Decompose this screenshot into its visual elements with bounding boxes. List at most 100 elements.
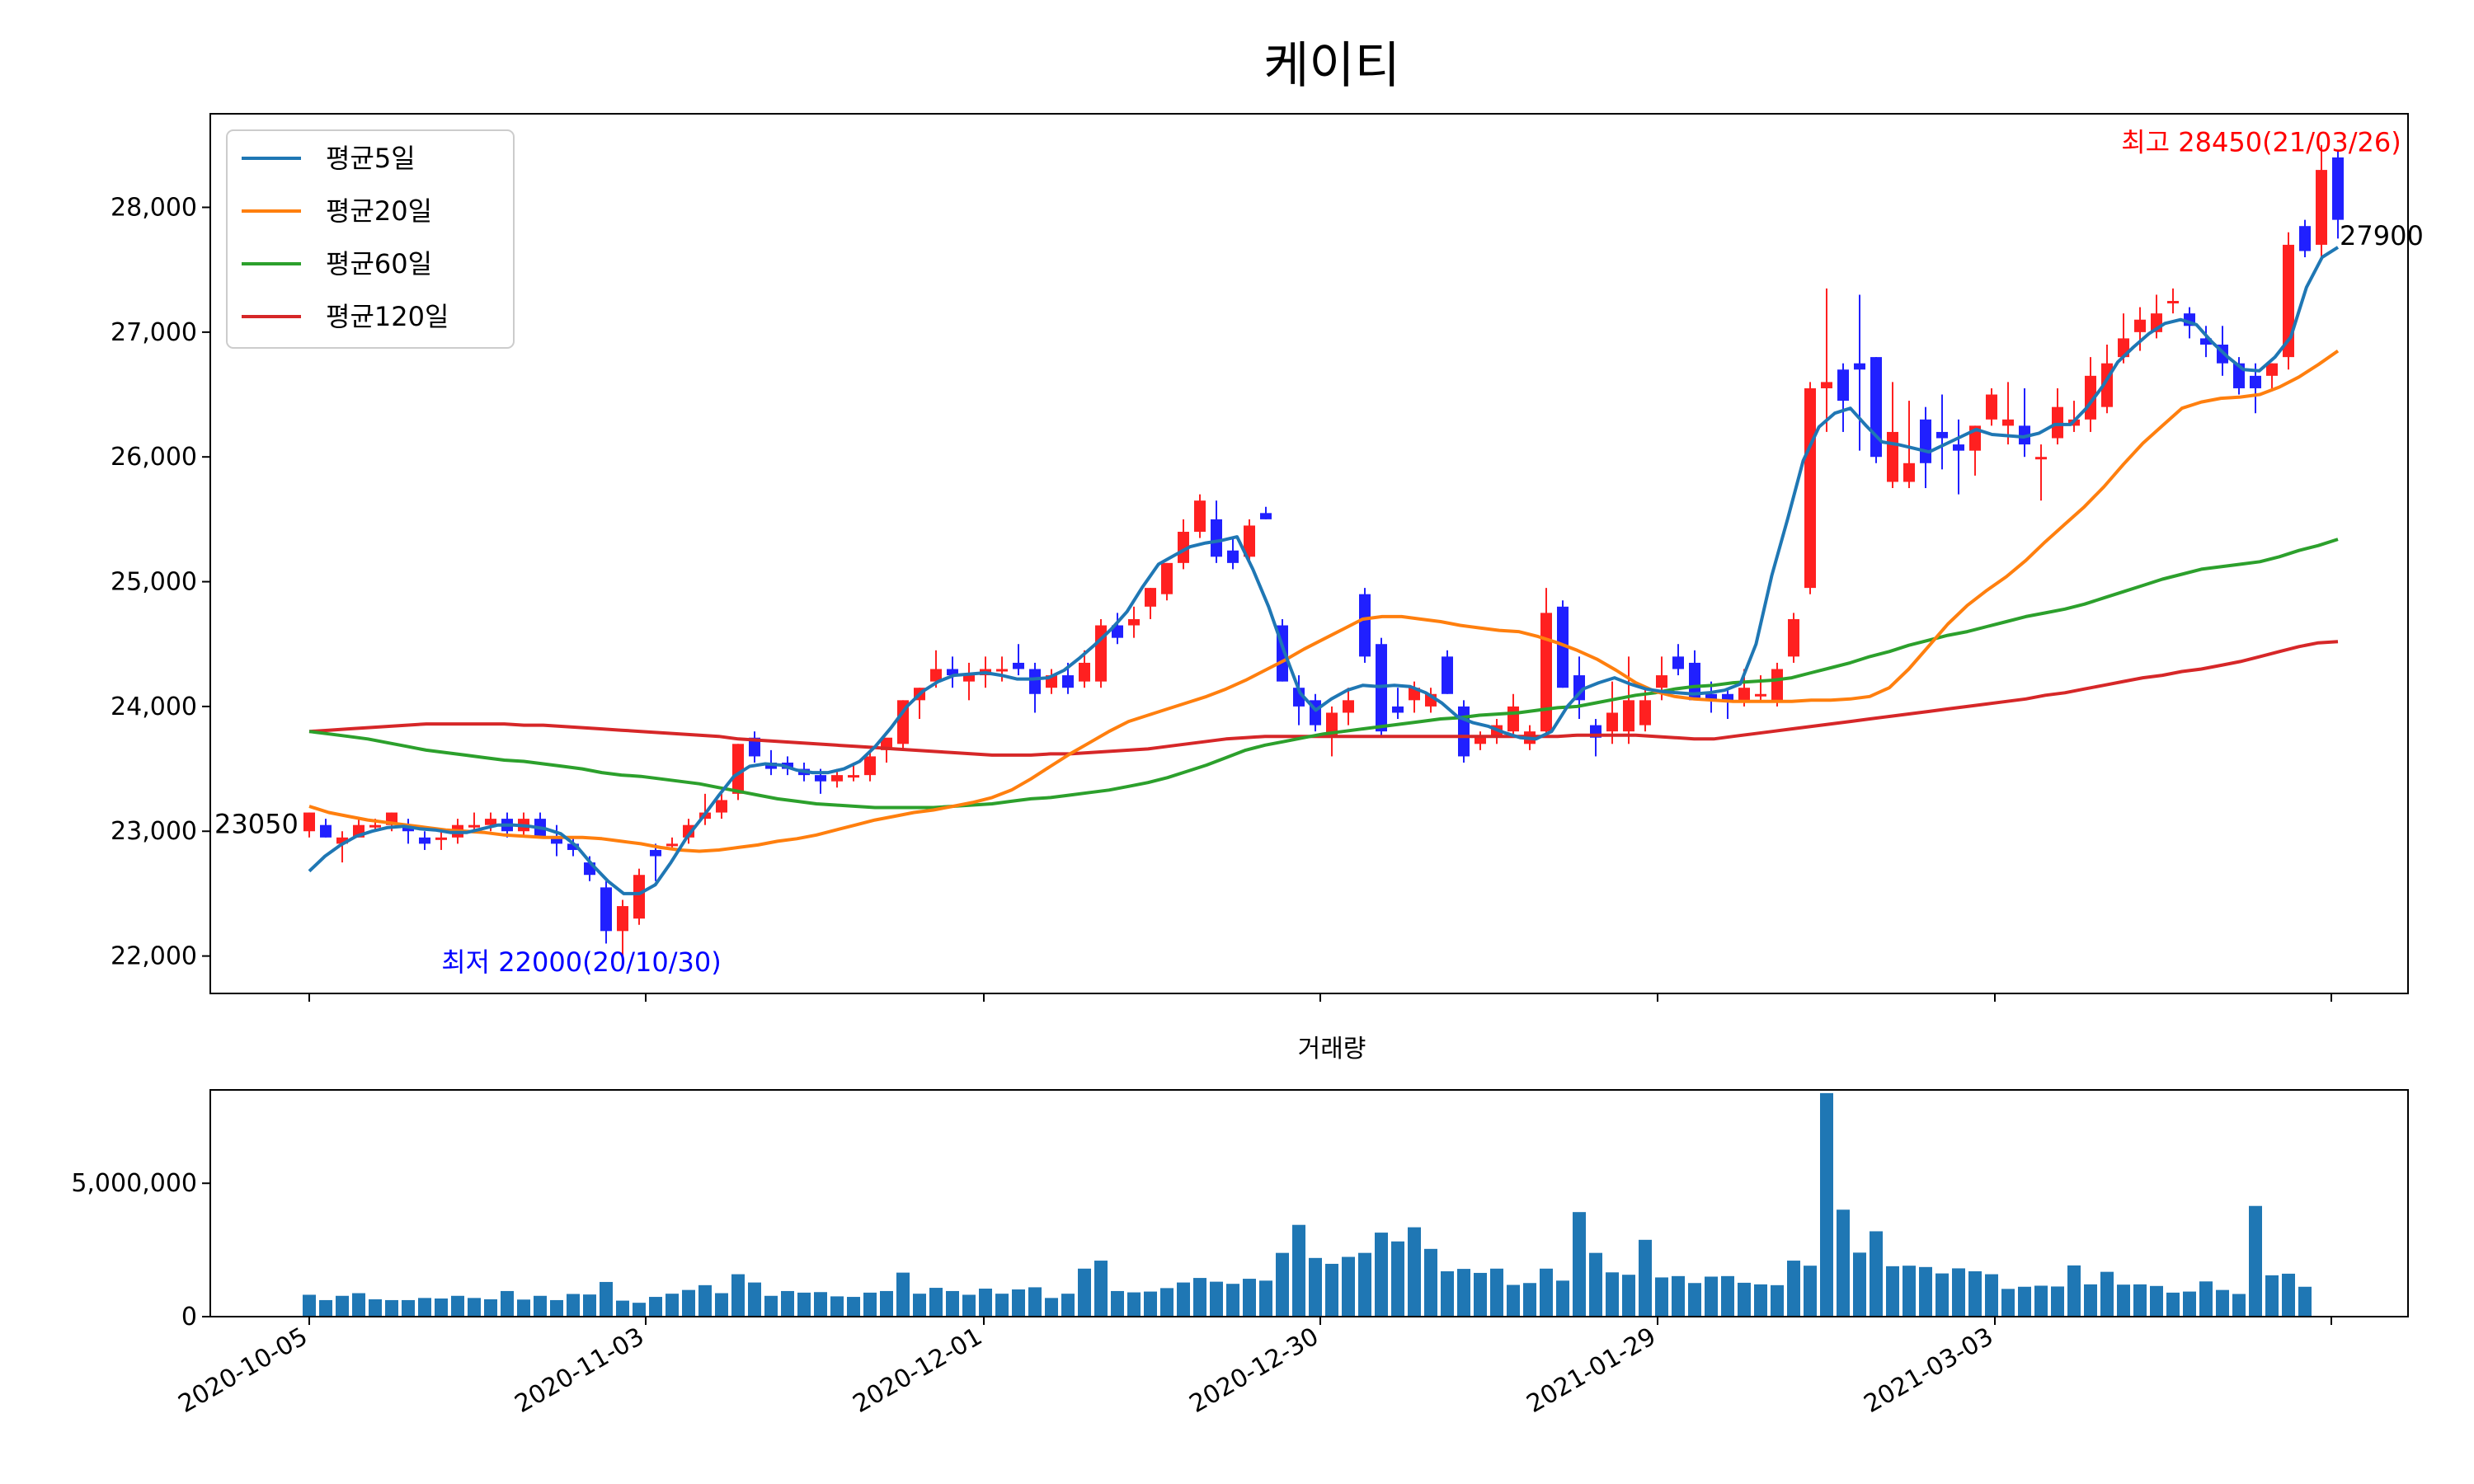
volume-bar — [946, 1290, 959, 1317]
candle-body — [947, 669, 958, 676]
price-ytick-label: 24,000 — [111, 693, 197, 721]
volume-bar — [517, 1299, 530, 1317]
volume-bar — [1144, 1291, 1157, 1317]
candle-body — [1475, 737, 1486, 744]
candle-body — [749, 737, 760, 757]
volume-bar — [2298, 1286, 2312, 1317]
candle-body — [2134, 319, 2146, 332]
candle-body — [369, 824, 381, 828]
candle-body — [1672, 656, 1684, 669]
volume-bar — [814, 1292, 827, 1317]
volume-bar — [1672, 1275, 1685, 1317]
volume-bar — [2051, 1286, 2064, 1317]
volume-bar — [1259, 1280, 1272, 1317]
price-ytick-label: 28,000 — [111, 194, 197, 223]
candle-body — [2332, 157, 2344, 220]
candle-body — [1788, 618, 1799, 657]
volume-bar — [1210, 1281, 1223, 1317]
candle-body — [633, 875, 645, 919]
volume-bar — [336, 1295, 349, 1317]
candle-body — [1573, 675, 1585, 701]
candle-body — [1029, 669, 1041, 694]
volume-bar — [1870, 1231, 1883, 1317]
candle-body — [1722, 693, 1733, 701]
price-panel: 22,000 23,000 24,000 25,000 26,000 27,000 28,0… — [111, 126, 2424, 1002]
volume-bar — [534, 1295, 547, 1317]
candle-body — [848, 775, 859, 778]
candle-body — [1540, 613, 1552, 732]
candle-body — [1062, 675, 1074, 688]
volume-bar — [550, 1299, 563, 1317]
volume-bar — [2183, 1291, 2196, 1317]
candle-body — [1145, 588, 1156, 607]
volume-bar — [633, 1303, 646, 1317]
volume-bar — [435, 1298, 448, 1317]
volume-bar — [1391, 1241, 1404, 1317]
volume-bar — [1441, 1271, 1454, 1317]
volume-bar — [1903, 1266, 1916, 1317]
volume-bar — [2232, 1294, 2246, 1317]
volume-bar — [880, 1290, 893, 1317]
volume-bar — [1589, 1252, 1602, 1317]
candle-body — [1623, 700, 1634, 732]
candle-body — [1639, 700, 1651, 726]
volume-bar — [1556, 1280, 1569, 1317]
volume-bar — [1094, 1261, 1108, 1317]
candle-body — [1606, 712, 1618, 732]
candle-body — [930, 669, 942, 682]
volume-bar — [1061, 1294, 1075, 1317]
price-ytick-label: 27,000 — [111, 318, 197, 347]
volume-bar — [451, 1295, 464, 1317]
legend-label: 평균120일 — [326, 301, 449, 332]
volume-bar — [2117, 1284, 2130, 1317]
volume-bar — [2282, 1273, 2295, 1317]
candle-body — [1953, 444, 1964, 451]
volume-bar — [1606, 1272, 1619, 1317]
volume-bar — [896, 1272, 910, 1317]
price-ytick-label: 23,000 — [111, 817, 197, 846]
volume-bar — [2199, 1281, 2213, 1317]
volume-bar — [1540, 1268, 1553, 1317]
candle-body — [1854, 363, 1865, 370]
volume-bar — [698, 1284, 712, 1317]
candle-body — [336, 837, 348, 844]
volume-bar — [666, 1294, 679, 1317]
volume-bar — [1688, 1283, 1701, 1317]
volume-bar — [1952, 1268, 1965, 1317]
volume-bar — [418, 1298, 431, 1317]
volume-bar — [1160, 1288, 1174, 1317]
volume-bar — [1490, 1268, 1503, 1317]
volume-bar — [2067, 1265, 2081, 1317]
volume-bar — [1523, 1283, 1536, 1317]
candle-body — [1920, 419, 1931, 463]
candle-body — [1458, 706, 1470, 757]
volume-bar — [682, 1289, 695, 1317]
candle-body — [617, 906, 628, 932]
candle-body — [2167, 301, 2179, 304]
candle-body — [1936, 431, 1948, 439]
volume-bar — [1985, 1274, 1998, 1317]
candle-body — [2200, 338, 2212, 345]
candle-body — [716, 800, 727, 813]
volume-bar — [1028, 1287, 1042, 1317]
candle-body — [1128, 618, 1140, 626]
volume-bar — [1919, 1266, 1932, 1317]
volume-bar — [1738, 1282, 1751, 1317]
candle-body — [1689, 662, 1700, 701]
candle-body — [2283, 244, 2294, 358]
volume-bar — [1078, 1268, 1091, 1317]
candle-body — [2002, 419, 2014, 426]
volume-bar — [1177, 1282, 1190, 1317]
volume-bar — [1820, 1092, 1833, 1317]
candle-body — [1771, 669, 1783, 701]
volume-bar — [1292, 1224, 1305, 1317]
price-ytick-label: 25,000 — [111, 568, 197, 597]
volume-bar — [2001, 1289, 2015, 1317]
ma20-line — [308, 349, 2340, 853]
volume-bar — [1655, 1277, 1668, 1317]
volume-bar — [748, 1282, 761, 1317]
candle-body — [1260, 513, 1272, 519]
volume-bar — [468, 1298, 481, 1317]
